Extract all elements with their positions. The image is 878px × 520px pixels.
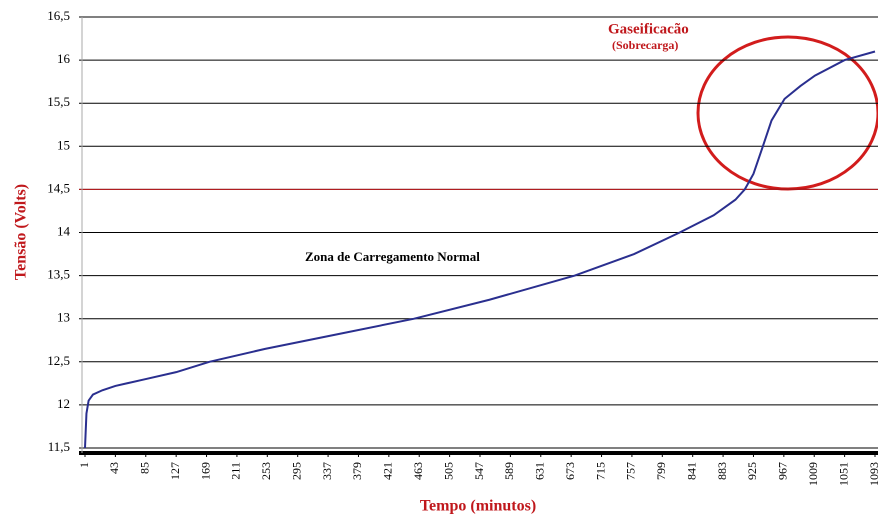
x-tick-label: 547 [472, 462, 486, 480]
x-tick-label: 85 [138, 462, 152, 474]
x-tick-label: 463 [411, 462, 425, 480]
y-tick-label: 13,5 [47, 267, 70, 282]
line-series [84, 50, 876, 449]
x-tick-label: 1051 [836, 462, 850, 486]
x-tick-label: 841 [684, 462, 698, 480]
x-tick-label: 715 [593, 462, 607, 480]
y-tick-label: 14 [57, 223, 71, 238]
x-tick-label: 589 [502, 462, 516, 480]
y-tick-label: 12 [57, 396, 70, 411]
x-tick-label: 631 [533, 462, 547, 480]
x-tick-label: 505 [441, 462, 455, 480]
y-tick-label: 16,5 [47, 8, 70, 23]
x-tick-label: 967 [776, 462, 790, 480]
y-tick-label: 15 [57, 137, 70, 152]
x-tick-label: 1009 [806, 462, 820, 486]
x-tick-label: 1093 [867, 462, 878, 486]
y-tick-label: 11,5 [48, 439, 70, 454]
x-tick-label: 1 [77, 462, 91, 468]
x-tick-label: 253 [259, 462, 273, 480]
x-tick-label: 925 [745, 462, 759, 480]
x-tick-label: 379 [350, 462, 364, 480]
y-tick-label: 15,5 [47, 94, 70, 109]
x-tick-label: 295 [289, 462, 303, 480]
x-tick-label: 883 [715, 462, 729, 480]
annotation: (Sobrecarga) [612, 38, 678, 52]
x-tick-label: 169 [198, 462, 212, 480]
x-tick-label: 421 [381, 462, 395, 480]
x-tick-label: 673 [563, 462, 577, 480]
x-tick-label: 757 [624, 462, 638, 480]
x-tick-label: 337 [320, 462, 334, 480]
annotation: Zona de Carregamento Normal [305, 249, 480, 264]
x-tick-label: 43 [107, 462, 121, 474]
y-tick-label: 16 [57, 51, 71, 66]
x-axis-label: Tempo (minutos) [420, 498, 536, 515]
y-tick-label: 13 [57, 310, 70, 325]
x-tick-label: 799 [654, 462, 668, 480]
y-tick-label: 14,5 [47, 180, 70, 195]
y-tick-label: 12,5 [47, 353, 70, 368]
y-axis-label: Tensão (Volts) [13, 184, 30, 280]
x-tick-label: 127 [168, 462, 182, 480]
x-tick-label: 211 [229, 462, 243, 480]
annotation: Gaseificacão [608, 21, 689, 37]
